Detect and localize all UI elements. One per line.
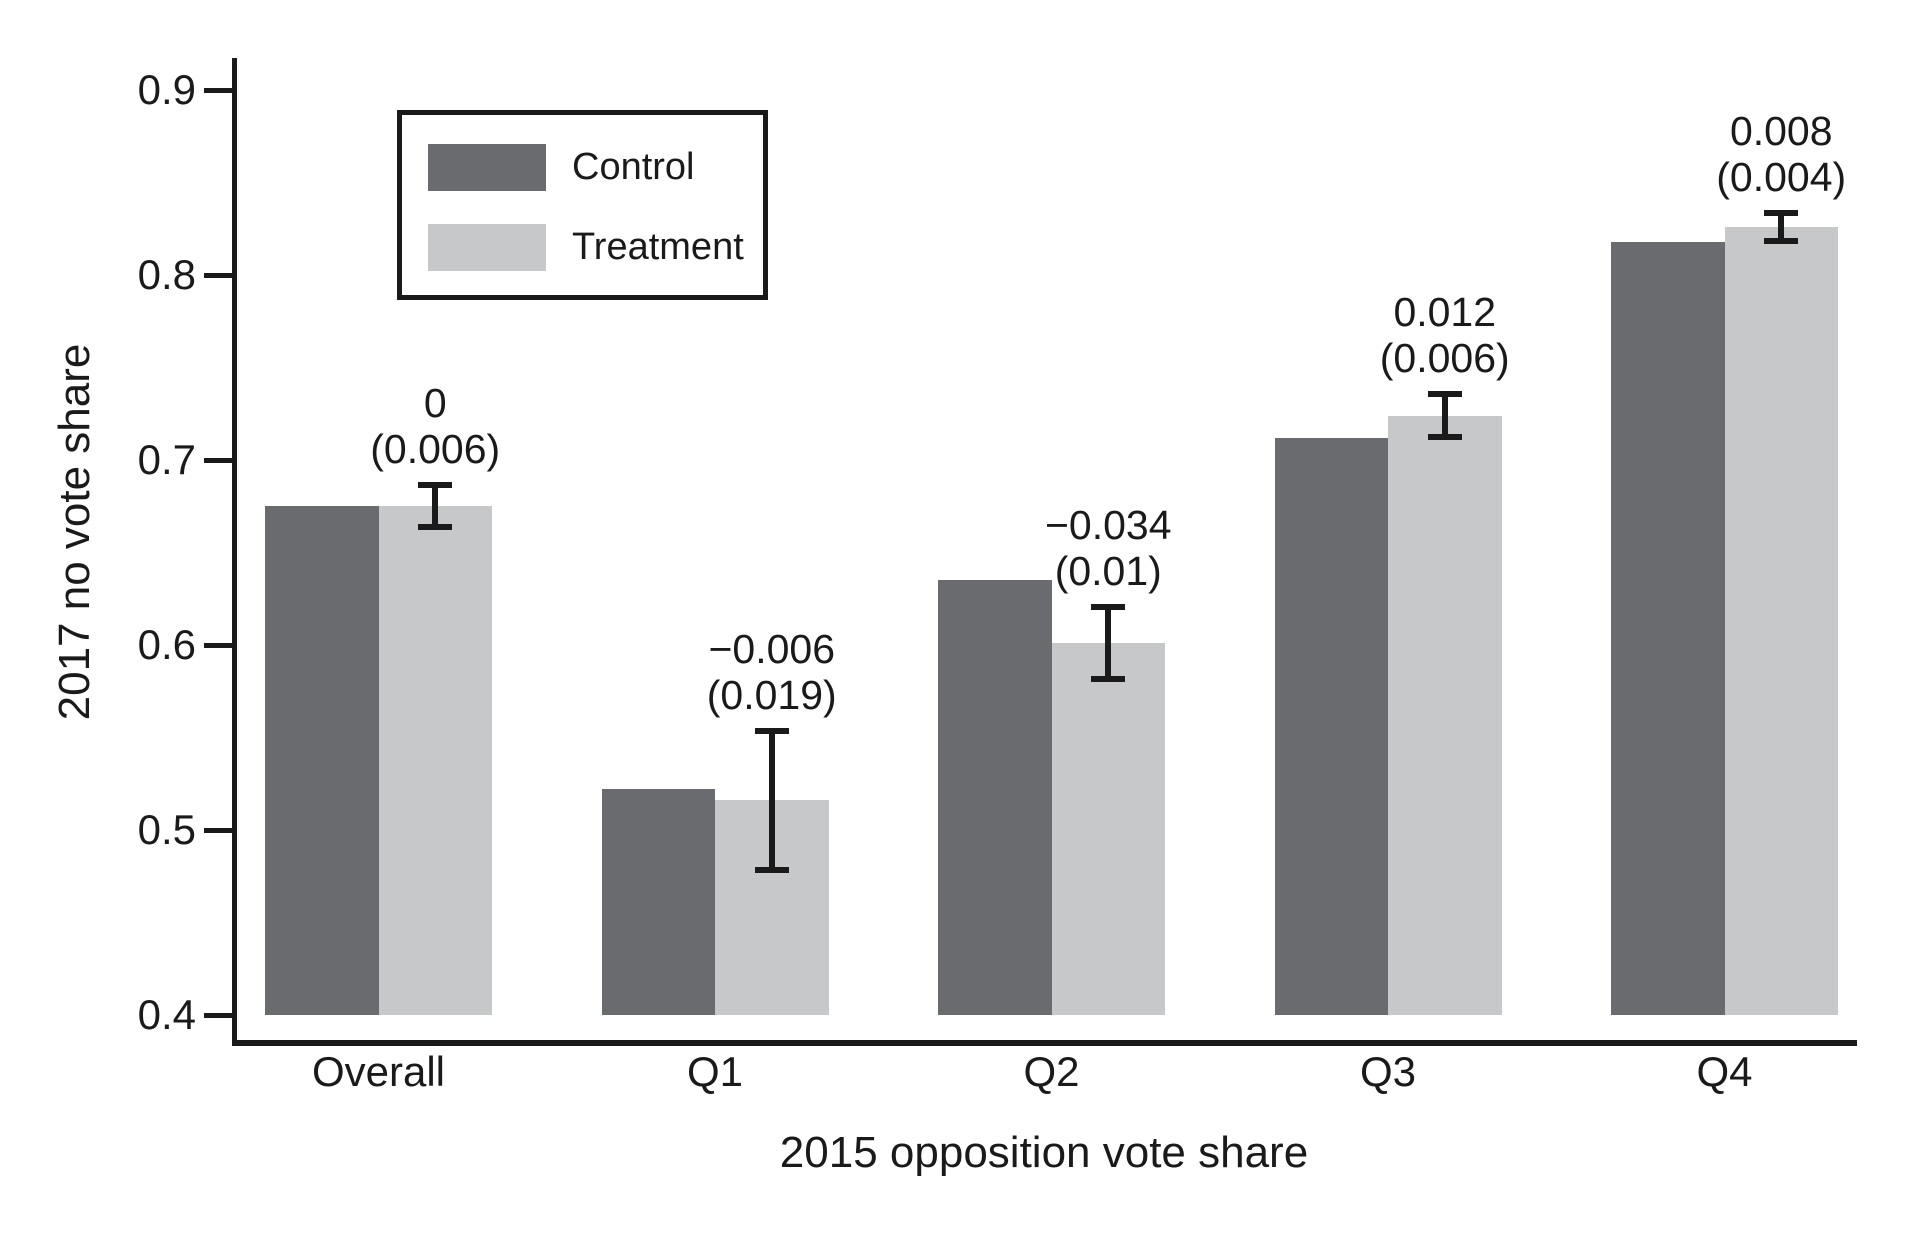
bar-treatment-q4 [1724,226,1838,1015]
annotation-se: (0.006) [1379,335,1510,382]
error-bar-line [1778,212,1785,242]
y-tick [204,87,232,93]
annotation-q2: −0.034 (0.01) [958,502,1258,594]
annotation-q4: 0.008 (0.004) [1631,108,1922,200]
bar-control-q3 [1274,437,1388,1015]
error-bar-cap-top [1764,210,1799,217]
annotation-se: (0.01) [1054,548,1162,595]
annotation-se: (0.004) [1716,154,1847,201]
error-bar-cap-bottom [1764,237,1799,244]
annotation-q3: 0.012 (0.006) [1295,289,1595,381]
y-tick [204,272,232,278]
x-axis-line [232,1040,1857,1046]
y-tick-label: 0.9 [137,66,196,113]
bar-control-q2 [938,580,1052,1015]
bar-treatment-q2 [1051,643,1165,1015]
annotation-se: (0.019) [706,672,837,719]
legend-row-treatment: Treatment [428,224,763,271]
y-axis-line [232,58,237,1046]
error-bar-cap-bottom [418,524,453,531]
y-tick [204,642,232,648]
annotation-effect: 0.012 [1393,289,1497,336]
legend-swatch-treatment [428,224,546,271]
y-tick [204,827,232,833]
error-bar-line [1105,606,1112,681]
x-tick-label-q1: Q1 [686,1048,744,1095]
x-tick-label-overall: Overall [311,1048,446,1095]
x-axis-title: 2015 opposition vote share [779,1128,1309,1177]
error-bar-line [768,730,775,871]
error-bar-cap-top [418,482,453,489]
y-tick [204,457,232,463]
error-bar-line [1441,393,1448,438]
error-bar-cap-bottom [1427,433,1462,440]
annotation-se: (0.006) [370,426,501,473]
y-tick-label: 0.8 [137,251,196,298]
x-tick-label-q3: Q3 [1359,1048,1417,1095]
legend: Control Treatment [397,110,768,300]
annotation-q1: −0.006 (0.019) [622,626,922,718]
error-bar-cap-top [1091,604,1126,611]
y-tick [204,1012,232,1018]
y-tick-label: 0.6 [137,621,196,668]
bar-control-q4 [1611,241,1725,1015]
error-bar-cap-bottom [1091,676,1126,683]
error-bar-cap-top [754,728,789,735]
y-tick-label: 0.4 [137,991,196,1038]
error-bar-line [432,484,439,529]
annotation-effect: 0.008 [1729,108,1833,155]
annotation-effect: 0 [423,380,447,427]
legend-row-control: Control [428,144,763,191]
annotation-effect: −0.034 [1044,502,1172,549]
bar-treatment-overall [378,506,492,1015]
legend-swatch-control [428,144,546,191]
y-tick-label: 0.5 [137,806,196,853]
annotation-effect: −0.006 [708,626,836,673]
y-tick-label: 0.7 [137,436,196,483]
legend-label-control: Control [572,146,695,188]
x-tick-label-q2: Q2 [1023,1048,1080,1095]
legend-label-treatment: Treatment [572,226,744,268]
bar-control-overall [265,506,379,1015]
bar-control-q1 [601,789,715,1015]
error-bar-cap-bottom [754,866,789,873]
annotation-overall: 0 (0.006) [285,380,585,472]
x-tick-label-q4: Q4 [1696,1048,1753,1095]
bar-treatment-q3 [1388,415,1502,1015]
error-bar-cap-top [1427,391,1462,398]
